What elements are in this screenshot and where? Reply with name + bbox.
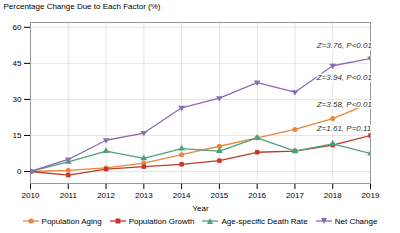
svg-text:2014: 2014: [173, 191, 191, 200]
svg-text:0: 0: [17, 167, 22, 176]
svg-text:45: 45: [13, 59, 22, 68]
svg-text:30: 30: [13, 95, 22, 104]
svg-text:Percentage Change Due to Each: Percentage Change Due to Each Factor (%): [4, 2, 161, 11]
svg-text:2018: 2018: [324, 191, 342, 200]
svg-text:Year: Year: [192, 204, 209, 213]
svg-text:2013: 2013: [135, 191, 153, 200]
svg-text:Z=3.76, P<0.01: Z=3.76, P<0.01: [316, 41, 372, 50]
svg-text:Z=1.61, P=0.11: Z=1.61, P=0.11: [316, 124, 372, 133]
html-text:Population Growth: Population Growth: [128, 216, 195, 226]
html-text:Net Change: Net Change: [334, 216, 378, 226]
svg-text:2016: 2016: [248, 191, 266, 200]
svg-text:Z=3.94, P<0.01: Z=3.94, P<0.01: [316, 73, 372, 82]
svg-text:Z=3.58, P<0.01: Z=3.58, P<0.01: [316, 100, 372, 109]
svg-text:60: 60: [13, 23, 22, 32]
html-text:Population Aging: Population Aging: [41, 216, 102, 226]
svg-text:15: 15: [13, 131, 22, 140]
html-text:Age-specific Death Rate: Age-specific Death Rate: [221, 216, 308, 226]
svg-text:2015: 2015: [210, 191, 228, 200]
svg-text:2010: 2010: [22, 191, 40, 200]
svg-text:2012: 2012: [97, 191, 115, 200]
svg-text:2017: 2017: [286, 191, 304, 200]
svg-text:2019: 2019: [362, 191, 380, 200]
svg-text:2011: 2011: [60, 191, 78, 200]
